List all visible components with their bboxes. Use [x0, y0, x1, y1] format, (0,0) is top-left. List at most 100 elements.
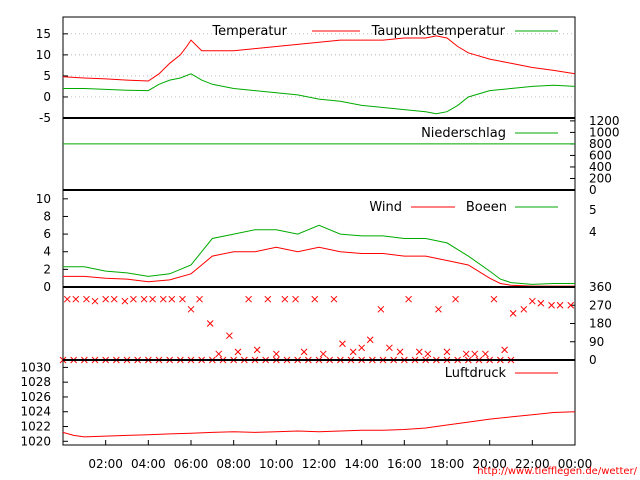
y-tick-label: 1028	[20, 375, 51, 389]
data-point-marker	[110, 295, 118, 303]
data-point-marker	[234, 348, 242, 356]
legend-label-taupunkttemperatur: Taupunkttemperatur	[371, 24, 506, 39]
data-point-marker	[159, 295, 167, 303]
y-tick-label: 0	[589, 353, 597, 367]
y-tick-label: 10	[36, 48, 51, 62]
data-point-marker	[91, 297, 99, 305]
data-point-marker	[528, 297, 536, 305]
data-point-marker	[415, 348, 423, 356]
data-point-marker	[520, 305, 528, 313]
x-tick-label: 20:00	[472, 457, 507, 471]
y-tick-label: 2	[43, 262, 51, 276]
data-point-marker	[179, 295, 186, 303]
y-tick-label: 1022	[20, 420, 51, 434]
y-tick-label: 0	[589, 183, 597, 197]
data-point-marker	[452, 295, 459, 303]
y-tick-label: 1026	[20, 390, 51, 404]
x-tick-label: 12:00	[302, 457, 337, 471]
data-point-marker	[556, 301, 564, 309]
data-point-marker	[567, 301, 575, 309]
data-point-marker	[281, 295, 289, 303]
data-point-marker	[358, 344, 366, 352]
series-line-taupunkttemperatur	[63, 73, 576, 115]
x-tick-label: 02:00	[88, 457, 123, 471]
y-tick-label: 0	[43, 90, 51, 104]
y-tick-label: 360	[589, 280, 612, 294]
y-tick-label: 400	[589, 160, 612, 174]
data-point-marker	[130, 295, 137, 303]
legend-label-niederschlag: Niederschlag	[421, 126, 506, 141]
data-point-marker	[386, 344, 393, 352]
data-point-marker	[462, 350, 470, 358]
x-tick-label: 14:00	[344, 457, 379, 471]
data-point-marker	[501, 346, 508, 354]
y-tick-label: 6	[43, 227, 51, 241]
x-tick-label: 04:00	[131, 457, 166, 471]
data-point-marker	[548, 301, 555, 309]
y-tick-label: 4	[43, 245, 51, 259]
data-point-marker	[349, 348, 357, 356]
credit-text: http://www.tiefflegen.de/wetter/	[477, 466, 637, 477]
data-point-marker	[63, 295, 71, 303]
x-tick-label: 06:00	[174, 457, 209, 471]
legend-label-boeen: Boeen	[466, 200, 507, 215]
data-point-marker	[206, 320, 214, 327]
series-line-boeen	[63, 224, 575, 285]
series-line-temperatur	[62, 35, 576, 82]
data-point-marker	[149, 295, 156, 303]
y-tick-label: 90	[589, 335, 604, 349]
data-point-marker	[311, 295, 319, 303]
data-point-marker	[377, 305, 385, 313]
x-tick-label: 08:00	[216, 457, 251, 471]
y-tick-label: 270	[589, 298, 612, 312]
x-tick-label: 00:00	[558, 457, 593, 471]
data-point-marker	[140, 295, 148, 303]
data-point-marker	[187, 305, 195, 313]
y-tick-label: 800	[589, 137, 612, 151]
legend-label-temperatur: Temperatur	[211, 24, 287, 39]
data-point-marker	[300, 348, 308, 356]
right-axis-label: 5	[589, 203, 597, 217]
data-point-marker	[424, 350, 432, 358]
data-point-marker	[443, 348, 451, 356]
y-tick-label: 15	[36, 27, 51, 41]
y-tick-label: -5	[39, 111, 51, 125]
y-tick-label: 1020	[20, 434, 51, 448]
y-tick-label: 1024	[20, 405, 51, 419]
data-point-marker	[435, 305, 442, 313]
y-tick-label: 10	[36, 192, 51, 206]
y-tick-label: 1000	[589, 125, 620, 139]
y-tick-label: 600	[589, 148, 612, 162]
y-tick-label: 8	[43, 209, 51, 223]
y-tick-label: 180	[589, 317, 612, 331]
x-tick-label: 10:00	[259, 457, 294, 471]
data-point-marker	[396, 348, 404, 356]
data-point-marker	[72, 295, 80, 303]
data-point-marker	[253, 346, 261, 354]
data-point-marker	[319, 350, 327, 358]
data-point-marker	[215, 350, 223, 358]
y-tick-label: 200	[589, 171, 612, 185]
y-tick-label: 1030	[20, 360, 51, 374]
data-point-marker	[83, 295, 90, 303]
data-point-marker	[264, 295, 272, 303]
data-point-marker	[245, 295, 252, 303]
data-point-marker	[537, 299, 545, 307]
x-tick-label: 22:00	[515, 457, 550, 471]
data-point-marker	[482, 350, 489, 358]
legend-label-luftdruck: Luftdruck	[445, 366, 507, 381]
data-point-marker	[490, 295, 498, 303]
data-point-marker	[405, 295, 412, 303]
x-tick-label: 16:00	[387, 457, 422, 471]
y-tick-label: 5	[43, 69, 51, 83]
data-point-marker	[168, 295, 176, 303]
data-point-marker	[339, 340, 346, 348]
data-point-marker	[102, 295, 110, 303]
data-point-marker	[330, 295, 338, 303]
data-point-marker	[121, 297, 129, 305]
data-point-marker	[509, 310, 517, 317]
series-line-luftdruck	[62, 411, 576, 438]
y-tick-label: 1200	[589, 114, 620, 128]
